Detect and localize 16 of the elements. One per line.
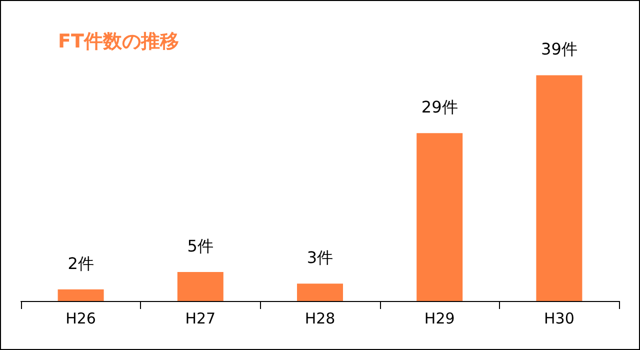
data-label: 5件	[187, 236, 214, 256]
bar	[58, 289, 104, 301]
bar	[177, 272, 224, 301]
data-label: 29件	[421, 98, 458, 117]
data-label: 2件	[68, 254, 94, 273]
x-tick-label: H29	[424, 310, 455, 328]
chart-title: FT件数の推移	[58, 30, 179, 52]
x-tick-label: H26	[66, 310, 96, 328]
x-tick-label: H27	[185, 310, 216, 328]
bar	[416, 133, 463, 301]
bar	[297, 284, 343, 301]
data-label: 39件	[541, 40, 578, 59]
x-tick-label: H28	[304, 310, 336, 328]
data-label: 3件	[306, 248, 334, 268]
x-tick-label: H30	[544, 310, 574, 328]
bar	[536, 75, 582, 301]
